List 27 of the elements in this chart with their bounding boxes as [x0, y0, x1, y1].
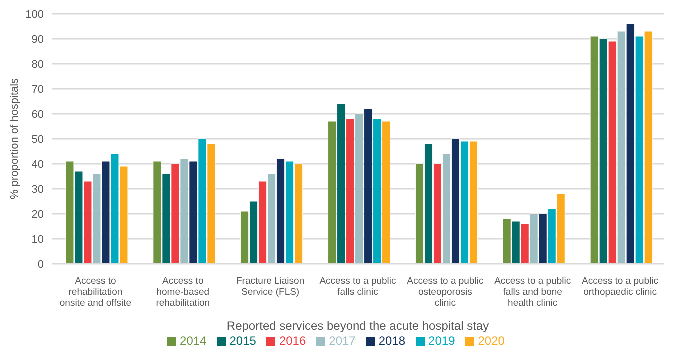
legend-label: 2017: [329, 334, 356, 348]
y-tick-label: 40: [32, 158, 44, 171]
y-tick-label: 20: [32, 208, 44, 221]
y-tick-label: 100: [26, 8, 44, 21]
x-tick-label: Access to a public osteoporosis clinic: [407, 276, 484, 309]
y-tick-label: 90: [32, 34, 44, 46]
x-tick-label: Fracture Liaison Service (FLS): [236, 276, 305, 298]
x-tick-label: Access to a public falls clinic: [320, 276, 397, 298]
x-axis-title: Reported services beyond the acute hospital stay: [226, 319, 490, 333]
x-tick-label: Access to a public orthopaedic clinic: [582, 276, 659, 298]
y-tick-label: 50: [32, 134, 44, 146]
x-tick-label: Access to a public falls and bone health clinic: [494, 276, 572, 309]
y-tick-label: 30: [32, 184, 44, 196]
x-tick-label: Access to home-based rehabilitation: [156, 276, 210, 309]
legend-label: 2020: [478, 334, 505, 348]
x-tick-label: Access to rehabilitation onsite and offsite: [60, 276, 132, 309]
legend-label: 2016: [279, 334, 306, 348]
y-axis-title: % proportion of hospitals: [8, 78, 21, 200]
y-tick-label: 0: [38, 258, 44, 271]
y-tick-label: 70: [32, 84, 44, 96]
legend-label: 2019: [428, 334, 456, 348]
y-tick-label: 60: [32, 108, 44, 121]
y-tick-label: 80: [32, 58, 44, 71]
legend-label: 2015: [230, 334, 256, 348]
legend-label: 2018: [378, 334, 406, 348]
legend-label: 2014: [180, 334, 207, 348]
y-tick-label: 10: [32, 234, 44, 246]
